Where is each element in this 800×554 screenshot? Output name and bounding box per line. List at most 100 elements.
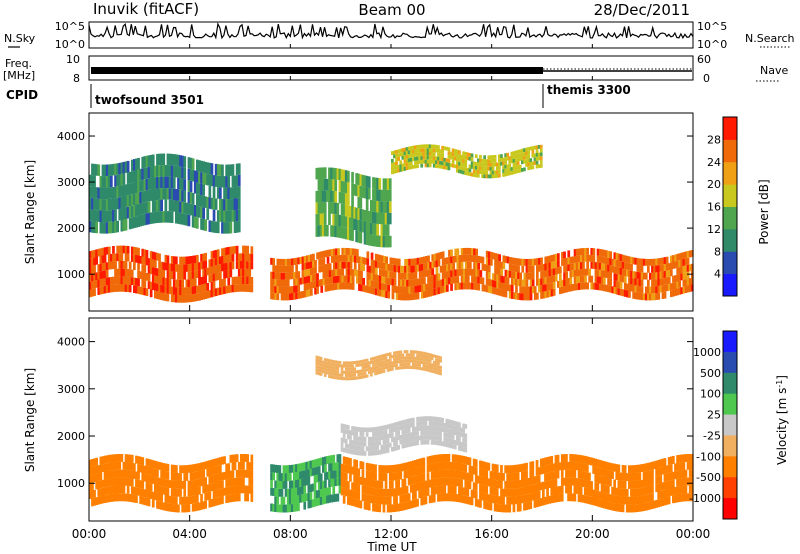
heatmap-cell bbox=[162, 285, 166, 293]
heatmap-cell bbox=[388, 423, 392, 429]
heatmap-cell bbox=[399, 439, 403, 445]
heatmap-cell bbox=[404, 259, 407, 266]
heatmap-cell bbox=[274, 286, 278, 293]
heatmap-cell bbox=[324, 277, 328, 285]
heatmap-cell bbox=[126, 160, 130, 173]
heatmap-cell bbox=[330, 202, 333, 214]
heatmap-cell bbox=[175, 264, 178, 272]
heatmap-cell bbox=[187, 488, 191, 497]
heatmap-cell bbox=[445, 437, 449, 443]
heatmap-cell bbox=[299, 494, 302, 503]
heatmap-cell bbox=[519, 279, 522, 287]
heatmap-cell bbox=[682, 279, 686, 287]
heatmap-cell bbox=[196, 463, 199, 472]
heatmap-cell bbox=[276, 472, 280, 481]
heatmap-cell bbox=[114, 462, 117, 470]
heatmap-cell bbox=[514, 480, 518, 489]
heatmap-cell bbox=[141, 279, 145, 288]
heatmap-cell bbox=[99, 222, 103, 234]
heatmap-cell bbox=[328, 374, 331, 378]
heatmap-cell bbox=[416, 160, 419, 165]
heatmap-cell bbox=[179, 287, 182, 296]
heatmap-cell bbox=[387, 263, 391, 271]
heatmap-cell bbox=[420, 284, 424, 292]
heatmap-cell bbox=[661, 271, 665, 279]
heatmap-cell bbox=[388, 428, 392, 434]
heatmap-cell bbox=[154, 492, 157, 501]
heatmap-cell bbox=[248, 276, 252, 285]
heatmap-cell bbox=[517, 272, 520, 280]
heatmap-cell bbox=[323, 358, 327, 362]
heatmap-cell bbox=[214, 175, 218, 187]
heatmap-cell bbox=[353, 482, 356, 491]
heatmap-cell bbox=[93, 458, 96, 467]
heatmap-cell bbox=[506, 473, 509, 482]
heatmap-cell bbox=[416, 482, 419, 491]
heatmap-cell bbox=[423, 284, 426, 292]
heatmap-cell bbox=[103, 495, 107, 503]
heatmap-cell bbox=[286, 473, 290, 481]
heatmap-cell bbox=[343, 254, 347, 262]
heatmap-cell bbox=[160, 211, 163, 223]
heatmap-cell bbox=[170, 256, 174, 264]
heatmap-cell bbox=[293, 272, 296, 279]
heatmap-cell bbox=[611, 286, 615, 294]
heatmap-cell bbox=[502, 255, 506, 263]
heatmap-cell bbox=[630, 481, 633, 489]
heatmap-cell bbox=[414, 483, 417, 492]
heatmap-cell bbox=[397, 279, 401, 287]
heatmap-cell bbox=[495, 166, 499, 171]
heatmap-cell bbox=[439, 279, 443, 287]
heatmap-cell bbox=[248, 478, 252, 486]
heatmap-cell bbox=[248, 269, 252, 277]
heatmap-cell bbox=[326, 277, 330, 285]
heatmap-cell bbox=[510, 480, 514, 489]
heatmap-cell bbox=[154, 460, 157, 469]
heatmap-cell bbox=[378, 364, 382, 368]
heatmap-cell bbox=[357, 363, 361, 367]
heatmap-cell bbox=[130, 194, 134, 206]
heatmap-cell bbox=[93, 163, 96, 176]
heatmap-cell bbox=[293, 285, 296, 293]
heatmap-cell bbox=[326, 190, 329, 202]
heatmap-cell bbox=[370, 370, 373, 374]
heatmap-cell bbox=[246, 284, 249, 292]
heatmap-cell bbox=[403, 419, 407, 425]
heatmap-cell bbox=[376, 426, 379, 432]
heatmap-cell bbox=[603, 284, 606, 292]
heatmap-cell bbox=[443, 271, 447, 279]
heatmap-cell bbox=[426, 365, 430, 369]
heatmap-cell bbox=[214, 288, 218, 296]
heatmap-cell bbox=[672, 262, 675, 269]
heatmap-cell bbox=[412, 476, 415, 485]
colorbar-segment bbox=[723, 372, 737, 395]
heatmap-cell bbox=[407, 365, 411, 369]
heatmap-cell bbox=[367, 446, 371, 452]
heatmap-cell bbox=[130, 217, 134, 229]
heatmap-cell bbox=[359, 185, 363, 198]
heatmap-cell bbox=[128, 261, 132, 270]
heatmap-cell bbox=[89, 220, 92, 233]
heatmap-cell bbox=[360, 263, 363, 271]
heatmap-cell bbox=[97, 465, 101, 473]
heatmap-cell bbox=[122, 477, 126, 486]
heatmap-cell bbox=[196, 285, 199, 294]
heatmap-cell bbox=[536, 272, 539, 279]
heatmap-cell bbox=[227, 277, 231, 286]
heatmap-cell bbox=[388, 442, 392, 448]
heatmap-cell bbox=[376, 431, 379, 437]
heatmap-cell bbox=[280, 488, 284, 497]
heatmap-cell bbox=[456, 269, 460, 277]
heatmap-cell bbox=[107, 210, 111, 222]
heatmap-cell bbox=[313, 483, 317, 491]
heatmap-cell bbox=[474, 169, 478, 174]
heatmap-cell bbox=[147, 273, 151, 282]
heatmap-cell bbox=[535, 460, 539, 468]
heatmap-cell bbox=[376, 488, 379, 497]
heatmap-cell bbox=[319, 360, 323, 364]
heatmap-cell bbox=[175, 465, 178, 473]
heatmap-cell bbox=[334, 214, 338, 226]
heatmap-cell bbox=[229, 454, 233, 463]
heatmap-cell bbox=[101, 210, 105, 223]
heatmap-cell bbox=[508, 160, 512, 164]
